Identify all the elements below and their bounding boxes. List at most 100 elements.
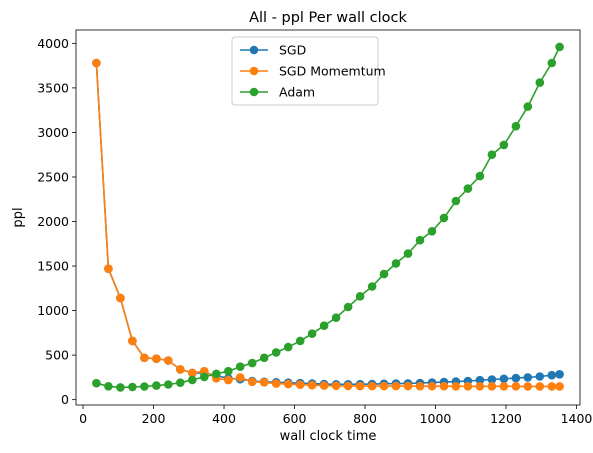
data-point bbox=[555, 382, 564, 391]
data-point bbox=[499, 374, 509, 384]
legend-swatch-marker bbox=[249, 66, 259, 76]
data-point bbox=[439, 213, 449, 223]
data-point bbox=[247, 358, 257, 368]
data-point bbox=[523, 382, 533, 391]
data-point bbox=[547, 382, 557, 391]
data-point bbox=[224, 366, 233, 376]
data-point bbox=[391, 259, 401, 268]
data-point bbox=[391, 381, 401, 391]
data-point bbox=[307, 329, 317, 339]
data-point bbox=[259, 353, 269, 363]
y-tick-label: 3000 bbox=[37, 125, 69, 140]
data-point bbox=[367, 381, 377, 391]
data-point bbox=[331, 313, 341, 323]
y-tick-label: 500 bbox=[45, 348, 69, 363]
data-point bbox=[319, 321, 329, 331]
data-point bbox=[523, 102, 533, 111]
legend-item: Adam bbox=[240, 85, 315, 100]
series-line bbox=[95, 62, 560, 388]
data-point bbox=[379, 269, 389, 279]
data-point bbox=[200, 372, 209, 382]
data-point bbox=[283, 342, 293, 352]
data-point bbox=[535, 78, 545, 87]
x-axis: 0 200 400 600 800 1000 1200 1400 bbox=[79, 405, 592, 426]
data-point bbox=[295, 380, 305, 390]
legend-label: Adam bbox=[279, 85, 315, 100]
data-point bbox=[427, 381, 437, 391]
y-tick-label: 2500 bbox=[37, 169, 69, 184]
data-point bbox=[140, 353, 149, 363]
x-tick-label: 0 bbox=[79, 411, 87, 426]
data-point bbox=[555, 42, 564, 52]
data-point bbox=[439, 381, 449, 391]
x-tick-label: 1000 bbox=[420, 411, 452, 426]
series-layer bbox=[92, 42, 564, 392]
series-line bbox=[96, 46, 561, 389]
data-point bbox=[176, 365, 185, 374]
data-point bbox=[104, 382, 113, 391]
data-point bbox=[403, 381, 413, 391]
y-axis-label: ppl bbox=[11, 207, 26, 227]
data-point bbox=[355, 381, 365, 391]
data-point bbox=[415, 381, 425, 391]
data-point bbox=[331, 381, 341, 391]
data-point bbox=[164, 380, 173, 389]
data-point bbox=[555, 370, 564, 379]
data-point bbox=[499, 382, 509, 391]
data-point bbox=[116, 383, 125, 392]
data-point bbox=[283, 379, 293, 389]
data-point bbox=[355, 292, 365, 301]
y-tick-label: 3500 bbox=[37, 80, 69, 95]
chart-title: All - ppl Per wall clock bbox=[249, 10, 407, 26]
data-point bbox=[535, 372, 545, 381]
legend-box bbox=[231, 36, 379, 106]
x-tick-label: 1200 bbox=[490, 411, 522, 426]
data-point bbox=[188, 375, 197, 385]
data-point bbox=[499, 140, 509, 150]
data-point bbox=[271, 379, 281, 388]
data-point bbox=[379, 381, 389, 391]
legend-item: SGD bbox=[240, 43, 306, 58]
data-point bbox=[307, 380, 317, 390]
data-point bbox=[104, 264, 113, 274]
data-point bbox=[152, 381, 161, 390]
x-tick-label: 600 bbox=[283, 411, 307, 426]
data-point bbox=[475, 375, 485, 385]
data-point bbox=[212, 369, 221, 379]
legend-swatch-marker bbox=[249, 45, 259, 55]
data-point bbox=[235, 373, 245, 382]
data-point bbox=[140, 382, 149, 391]
data-point bbox=[487, 150, 497, 159]
data-point bbox=[511, 382, 521, 391]
data-point bbox=[235, 362, 245, 372]
data-point bbox=[487, 382, 497, 391]
x-tick-label: 800 bbox=[353, 411, 377, 426]
data-point bbox=[259, 378, 269, 387]
data-point bbox=[367, 282, 377, 291]
legend-label: SGD bbox=[279, 43, 306, 58]
data-point bbox=[451, 196, 461, 206]
data-point bbox=[511, 121, 521, 131]
x-tick-label: 1400 bbox=[561, 411, 593, 426]
data-point bbox=[547, 370, 557, 380]
data-point bbox=[475, 171, 485, 181]
y-tick-label: 1500 bbox=[37, 259, 69, 274]
data-point bbox=[523, 373, 533, 382]
y-tick-label: 4000 bbox=[37, 36, 69, 51]
y-tick-label: 0 bbox=[61, 392, 69, 407]
data-point bbox=[176, 378, 185, 388]
data-point bbox=[427, 227, 437, 236]
legend-item: SGD Momemtum bbox=[240, 64, 386, 79]
data-point bbox=[271, 348, 281, 357]
series-sgd-momemtum bbox=[92, 58, 564, 391]
data-point bbox=[295, 336, 305, 346]
data-point bbox=[116, 293, 125, 303]
plot-frame bbox=[75, 29, 581, 406]
data-point bbox=[535, 382, 545, 391]
series-adam bbox=[92, 42, 564, 392]
data-point bbox=[451, 382, 461, 391]
data-point bbox=[343, 302, 353, 312]
data-point bbox=[415, 235, 425, 245]
data-point bbox=[475, 382, 485, 391]
